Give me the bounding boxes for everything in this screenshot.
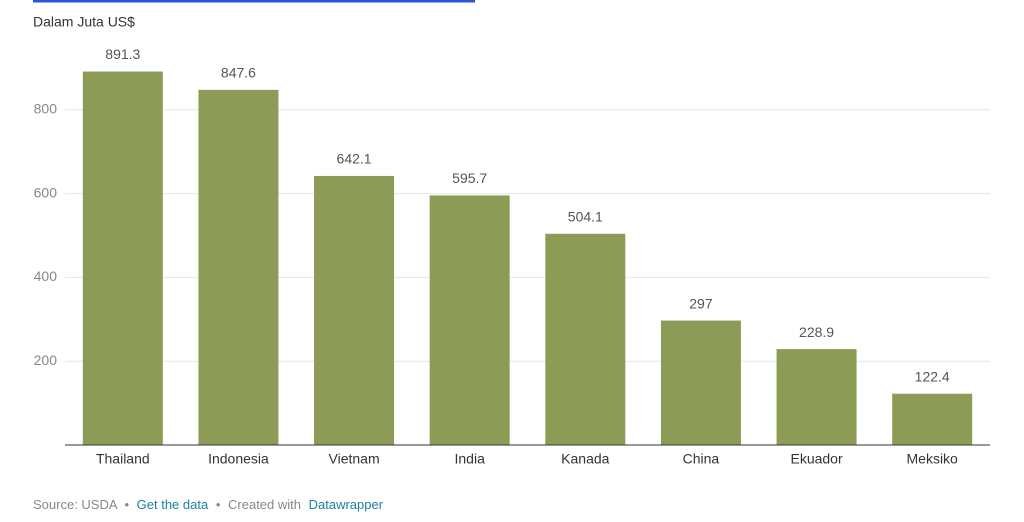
x-tick-label: Vietnam — [329, 451, 380, 467]
y-tick-label: 800 — [34, 101, 58, 117]
value-label: 847.6 — [221, 65, 256, 81]
value-label: 642.1 — [337, 151, 372, 167]
bar — [545, 233, 626, 445]
footer: Source: USDA • Get the data • Created wi… — [33, 497, 384, 512]
get-data-link[interactable]: Get the data — [137, 497, 209, 512]
y-tick-label: 600 — [34, 184, 58, 200]
footer-separator: • — [124, 497, 129, 512]
value-label: 595.7 — [452, 170, 487, 186]
bar — [314, 175, 395, 446]
x-tick-label: Indonesia — [208, 451, 269, 467]
value-label: 297 — [689, 295, 713, 311]
y-tick-label: 400 — [34, 268, 58, 284]
x-tick-label: China — [683, 451, 720, 467]
bar — [776, 349, 857, 445]
bar — [429, 195, 510, 445]
footer-separator: • — [216, 497, 221, 512]
footer-created: Created with — [228, 497, 301, 512]
value-label: 891.3 — [105, 46, 140, 62]
x-tick-label: Meksiko — [907, 451, 959, 467]
x-tick-label: Thailand — [96, 451, 150, 467]
footer-source: Source: USDA — [33, 497, 118, 512]
value-label: 122.4 — [915, 368, 950, 384]
x-tick-label: Ekuador — [790, 451, 842, 467]
value-label: 228.9 — [799, 324, 834, 340]
bar — [82, 71, 163, 446]
x-tick-label: Kanada — [561, 451, 609, 467]
datawrapper-link[interactable]: Datawrapper — [309, 497, 384, 512]
value-label: 504.1 — [568, 208, 603, 224]
bar — [198, 89, 279, 446]
chart-subtitle: Dalam Juta US$ — [33, 14, 135, 30]
y-tick-label: 200 — [34, 352, 58, 368]
x-tick-label: India — [455, 451, 486, 467]
bar — [660, 320, 741, 445]
bar — [892, 393, 973, 445]
